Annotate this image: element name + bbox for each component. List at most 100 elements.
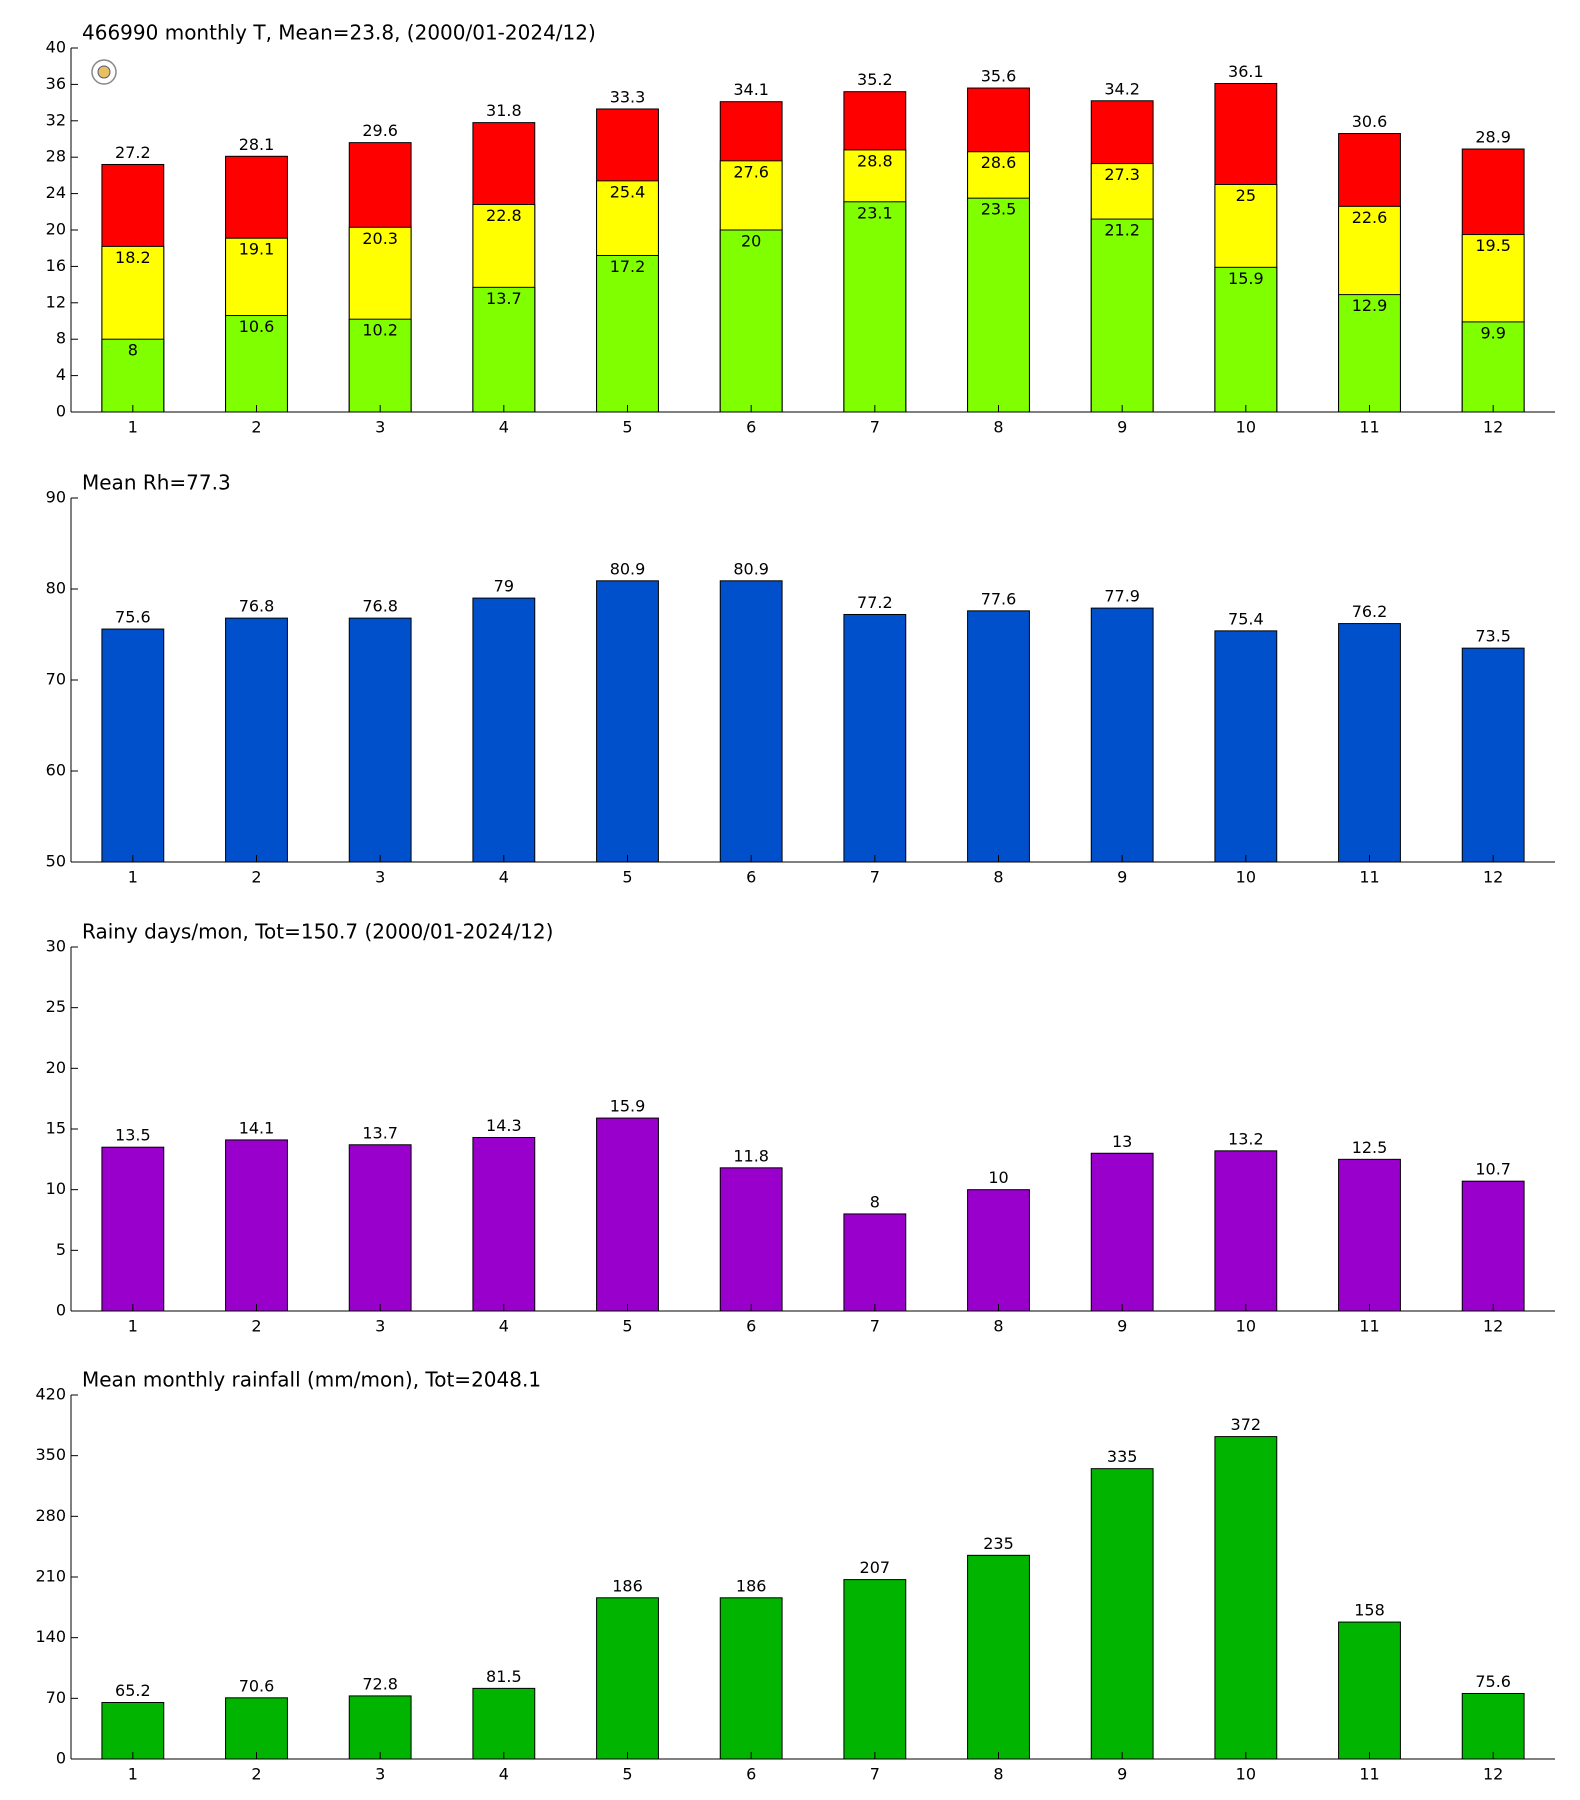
bar — [967, 1189, 1030, 1312]
bar — [843, 1579, 907, 1760]
value-label: 30.6 — [1352, 112, 1388, 131]
y-tick-label: 60 — [46, 761, 66, 780]
x-tick-label: 4 — [499, 868, 509, 887]
value-label: 25.4 — [610, 182, 646, 201]
bar — [101, 628, 165, 863]
bar — [348, 1695, 412, 1760]
value-label: 77.6 — [981, 589, 1017, 608]
chart-title: 466990 monthly T, Mean=23.8, (2000/01-20… — [82, 21, 596, 45]
x-tick-label: 1 — [128, 1765, 138, 1784]
y-tick-label: 0 — [56, 1301, 66, 1320]
logo — [91, 59, 117, 85]
bar — [225, 1139, 288, 1312]
x-tick-label: 12 — [1483, 868, 1503, 887]
value-label: 23.5 — [981, 200, 1017, 219]
x-tick-label: 3 — [375, 1765, 385, 1784]
value-label: 9.9 — [1480, 323, 1505, 342]
x-tick-label: 5 — [622, 1317, 632, 1336]
value-label: 19.1 — [239, 240, 275, 259]
x-tick-label: 1 — [128, 1317, 138, 1336]
x-tick-label: 3 — [375, 868, 385, 887]
bar — [225, 617, 288, 863]
value-label: 35.6 — [981, 67, 1017, 86]
bar — [1461, 1180, 1525, 1312]
x-tick-label: 11 — [1359, 868, 1379, 887]
value-label: 158 — [1354, 1601, 1385, 1620]
x-tick-label: 6 — [746, 418, 756, 437]
bar — [348, 1144, 412, 1312]
value-label: 33.3 — [610, 87, 646, 106]
bar — [719, 1597, 783, 1760]
bar — [1214, 1150, 1278, 1312]
value-label: 76.8 — [239, 597, 275, 616]
value-label: 372 — [1231, 1415, 1262, 1434]
y-tick-label: 15 — [46, 1119, 66, 1138]
y-tick-label: 24 — [46, 183, 66, 202]
value-label: 186 — [612, 1576, 643, 1595]
value-label: 22.8 — [486, 206, 522, 225]
x-tick-label: 10 — [1236, 868, 1256, 887]
x-tick-label: 1 — [128, 418, 138, 437]
value-label: 36.1 — [1228, 62, 1264, 81]
value-label: 29.6 — [362, 121, 398, 140]
value-label: 13.7 — [486, 289, 522, 308]
bar — [348, 617, 412, 863]
bar — [719, 580, 783, 863]
y-tick-label: 0 — [56, 402, 66, 421]
value-label: 335 — [1107, 1447, 1138, 1466]
value-label: 14.1 — [239, 1118, 275, 1137]
x-tick-label: 12 — [1483, 1765, 1503, 1784]
y-tick-label: 80 — [46, 579, 66, 598]
value-label: 80.9 — [733, 559, 769, 578]
y-tick-label: 8 — [56, 329, 66, 348]
value-label: 13 — [1112, 1132, 1132, 1151]
x-tick-label: 4 — [499, 1765, 509, 1784]
value-label: 70.6 — [239, 1676, 275, 1695]
x-tick-label: 9 — [1117, 868, 1127, 887]
value-label: 77.2 — [857, 593, 893, 612]
value-label: 73.5 — [1475, 627, 1511, 646]
bar — [967, 1554, 1030, 1760]
y-tick-label: 420 — [35, 1385, 66, 1404]
value-label: 80.9 — [610, 559, 646, 578]
x-tick-label: 2 — [251, 868, 261, 887]
value-label: 28.8 — [857, 151, 893, 170]
bar — [101, 338, 165, 413]
bar — [101, 1146, 165, 1312]
bar — [843, 1213, 907, 1312]
y-tick-label: 0 — [56, 1749, 66, 1768]
x-tick-label: 9 — [1117, 418, 1127, 437]
bar — [1090, 1152, 1154, 1312]
value-label: 23.1 — [857, 203, 893, 222]
bar — [1338, 1158, 1401, 1312]
value-label: 13.7 — [362, 1123, 398, 1142]
value-label: 72.8 — [362, 1674, 398, 1693]
y-tick-label: 36 — [46, 74, 66, 93]
value-label: 14.3 — [486, 1116, 522, 1135]
x-tick-label: 8 — [993, 1765, 1003, 1784]
x-tick-label: 5 — [622, 868, 632, 887]
value-label: 27.3 — [1104, 165, 1140, 184]
bar — [967, 197, 1030, 413]
value-label: 28.1 — [239, 135, 275, 154]
value-label: 65.2 — [115, 1681, 151, 1700]
value-label: 21.2 — [1104, 221, 1140, 240]
y-tick-label: 210 — [35, 1567, 66, 1586]
bar — [1461, 647, 1525, 863]
value-label: 77.9 — [1104, 587, 1140, 606]
x-tick-label: 7 — [870, 1317, 880, 1336]
x-tick-label: 2 — [251, 418, 261, 437]
y-tick-label: 5 — [56, 1240, 66, 1259]
x-tick-label: 6 — [746, 868, 756, 887]
value-label: 76.2 — [1352, 602, 1388, 621]
value-label: 28.9 — [1475, 128, 1511, 147]
bar — [967, 610, 1030, 863]
y-tick-label: 90 — [46, 488, 66, 507]
chart-title: Mean monthly rainfall (mm/mon), Tot=2048… — [82, 1368, 541, 1392]
value-label: 75.6 — [1475, 1672, 1511, 1691]
value-label: 76.8 — [362, 597, 398, 616]
value-label: 27.2 — [115, 143, 151, 162]
y-tick-label: 280 — [35, 1506, 66, 1525]
y-tick-label: 30 — [46, 937, 66, 956]
value-label: 31.8 — [486, 101, 522, 120]
